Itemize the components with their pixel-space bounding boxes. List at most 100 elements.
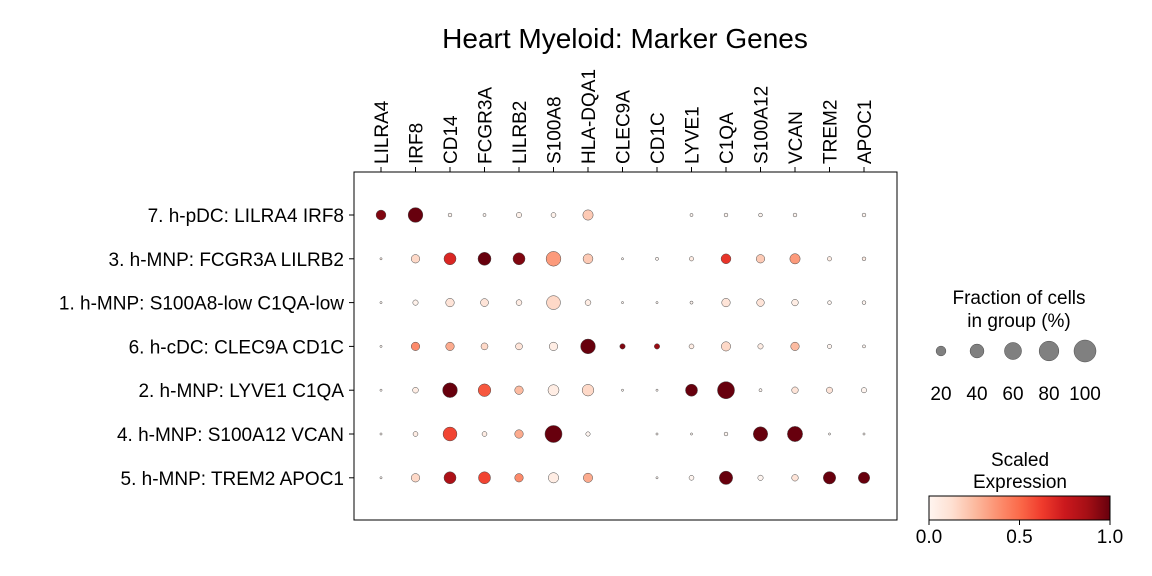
size-legend: Fraction of cells in group (%) 20 40 60 80 1… (930, 288, 1100, 405)
gene-label: LILRA4 (372, 100, 393, 164)
dot (758, 212, 763, 218)
color-legend-title-line1: Scaled (991, 450, 1049, 471)
dot (826, 386, 833, 394)
dot (379, 257, 383, 261)
dot (443, 252, 457, 266)
dot (755, 254, 766, 264)
dot (689, 300, 694, 305)
dot (689, 213, 694, 217)
dot (858, 471, 870, 484)
dot (512, 252, 526, 266)
gene-label: APOC1 (855, 100, 876, 164)
dot (478, 471, 491, 485)
dot (688, 475, 695, 481)
dots (375, 207, 870, 485)
color-legend-title-line2: Expression (973, 472, 1067, 493)
dot (655, 256, 659, 261)
dot (719, 470, 733, 485)
dot (477, 383, 492, 397)
dot (410, 473, 421, 483)
dot (480, 342, 489, 351)
dot (862, 344, 866, 349)
dot (581, 384, 595, 397)
dot (827, 300, 832, 305)
dot (721, 298, 731, 308)
dot (655, 476, 659, 480)
colorbar-tick-label: 0.5 (1006, 527, 1032, 548)
size-legend-label: 100 (1069, 384, 1101, 405)
group-label: 2. h-MNP: LYVE1 C1QA (138, 381, 344, 402)
dot (721, 341, 731, 352)
dot (757, 474, 764, 481)
dot (685, 383, 698, 397)
dot (720, 253, 732, 264)
dot (514, 429, 524, 439)
dot (379, 301, 383, 304)
dot (477, 252, 492, 266)
dot (550, 212, 557, 218)
group-label: 5. h-MNP: TREM2 APOC1 (121, 469, 345, 490)
dot (580, 338, 596, 355)
dot (621, 301, 624, 304)
dot (445, 341, 455, 351)
group-label: 6. h-cDC: CLEC9A CD1C (129, 337, 344, 358)
plot-frame (353, 171, 898, 521)
colorbar (928, 495, 1111, 521)
dot (548, 472, 559, 484)
dot (583, 472, 593, 483)
dot (379, 345, 383, 348)
dot (516, 212, 522, 218)
dot (789, 253, 801, 265)
size-legend-dot (935, 345, 947, 357)
gene-label: S100A12 (752, 86, 773, 164)
size-legend-dot (969, 343, 985, 359)
dot (582, 253, 594, 264)
dot (861, 387, 867, 394)
dot (546, 295, 561, 310)
dot (379, 388, 383, 392)
size-legend-title-line1: Fraction of cells (952, 288, 1085, 309)
dot (442, 382, 458, 398)
gene-label: C1QA (717, 112, 738, 164)
dot (545, 251, 562, 267)
group-label: 3. h-MNP: FCGR3A LILRB2 (109, 250, 344, 271)
dot (481, 431, 488, 437)
dot (412, 299, 419, 306)
dot (410, 341, 421, 351)
dot (584, 299, 592, 306)
dot (861, 212, 867, 218)
dot (823, 471, 836, 485)
dot (787, 426, 803, 442)
dot (827, 256, 832, 262)
gene-label: IRF8 (407, 123, 428, 164)
dot (790, 341, 800, 351)
gene-label: LILRB2 (510, 101, 531, 164)
dot (655, 388, 659, 392)
dot (791, 386, 799, 394)
size-legend-label: 60 (1002, 384, 1023, 405)
dot (412, 431, 419, 437)
gene-label: CLEC9A (614, 90, 635, 164)
dot (758, 388, 763, 393)
dot (619, 343, 626, 350)
chart-title: Heart Myeloid: Marker Genes (442, 23, 808, 54)
dot (410, 254, 421, 264)
gene-label: S100A8 (545, 96, 566, 164)
dot (445, 298, 455, 308)
size-legend-label: 40 (966, 384, 987, 405)
dot (654, 343, 660, 350)
group-label: 4. h-MNP: S100A12 VCAN (117, 425, 344, 446)
dot (827, 343, 832, 349)
dot (621, 257, 624, 261)
group-label: 7. h-pDC: LILRA4 IRF8 (148, 206, 344, 227)
gene-label: VCAN (786, 111, 807, 164)
dot (688, 343, 695, 350)
dot (482, 213, 487, 217)
dot (412, 387, 419, 394)
dot (861, 300, 867, 305)
dot (757, 343, 764, 350)
group-labels: 7. h-pDC: LILRA4 IRF8 3. h-MNP: FCGR3A LI… (59, 206, 344, 490)
dot (689, 256, 694, 262)
dot (443, 471, 457, 485)
